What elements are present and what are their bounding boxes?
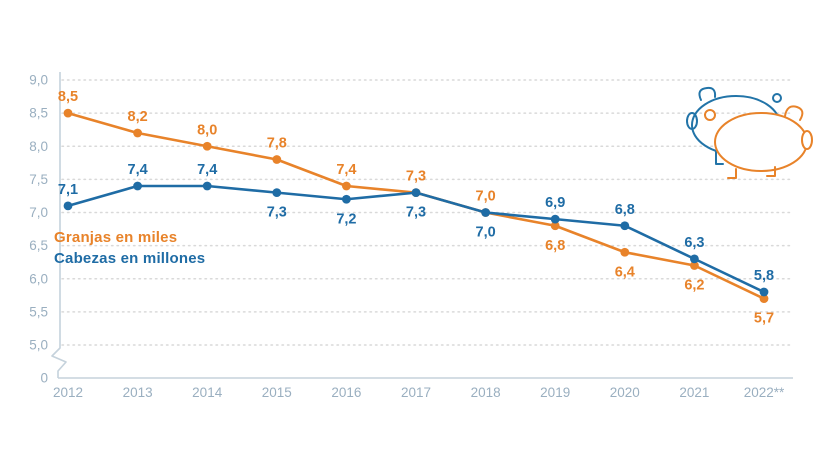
y-tick-label: 7,5: [29, 172, 48, 187]
data-point: [133, 128, 143, 138]
data-point: [690, 261, 699, 270]
data-point-label: 7,3: [267, 205, 287, 221]
x-tick-label: 2022**: [744, 385, 785, 400]
data-point: [481, 208, 490, 217]
data-point-label: 6,3: [684, 235, 704, 251]
data-point-label: 7,4: [336, 162, 356, 178]
y-tick-label: 8,0: [29, 139, 48, 154]
data-point-label: 8,5: [58, 89, 78, 105]
y-tick-label: 6,5: [29, 238, 48, 253]
data-point-label: 7,3: [406, 205, 426, 221]
y-tick-label: 9,0: [29, 73, 48, 88]
data-point: [759, 287, 769, 297]
data-point-label: 7,4: [197, 162, 217, 178]
x-tick-label: 2013: [123, 385, 153, 400]
data-point: [550, 221, 560, 231]
data-point-label: 6,2: [684, 278, 704, 294]
y-tick-label: 5,5: [29, 304, 48, 319]
data-point-label: 6,9: [545, 195, 565, 211]
y-tick-label: 5,0: [29, 338, 48, 353]
data-point-label: 7,0: [476, 225, 496, 241]
data-point: [202, 181, 212, 191]
data-point-label: 7,4: [128, 162, 148, 178]
data-point: [272, 188, 282, 198]
data-point: [133, 181, 143, 191]
y-axis-line-with-break: [51, 72, 67, 378]
y-tick-label: 7,0: [29, 205, 48, 220]
data-point-label: 6,8: [545, 238, 565, 254]
x-tick-label: 2019: [540, 385, 570, 400]
legend-granjas-en-miles: Granjas en miles: [54, 229, 178, 246]
data-point-label: 7,8: [267, 136, 287, 152]
data-point-label: 7,3: [406, 169, 426, 185]
y-tick-label-zero: 0: [40, 371, 48, 386]
x-tick-label: 2021: [679, 385, 709, 400]
data-point: [411, 188, 421, 198]
data-point-label: 5,8: [754, 268, 774, 284]
x-tick-label: 2017: [401, 385, 431, 400]
data-point-label: 6,8: [615, 202, 635, 218]
x-tick-label: 2018: [471, 385, 501, 400]
data-point: [272, 155, 282, 164]
data-point: [620, 221, 630, 231]
chart-legend: Granjas en miles Cabezas en millones: [54, 229, 205, 267]
data-point-label: 6,4: [615, 264, 635, 280]
x-tick-label: 2014: [192, 385, 223, 400]
data-point: [342, 194, 351, 204]
data-point: [550, 214, 560, 224]
data-point-label: 8,0: [197, 122, 217, 138]
data-point-label: 7,1: [58, 182, 78, 198]
data-point: [759, 294, 769, 304]
data-point-label: 7,0: [476, 189, 496, 205]
y-tick-label: 8,5: [29, 106, 48, 121]
data-point: [342, 181, 351, 191]
data-point: [690, 254, 699, 264]
data-point: [63, 201, 73, 211]
x-tick-label: 2016: [331, 385, 361, 400]
data-point-label: 5,7: [754, 311, 774, 327]
pigs-illustration: [686, 86, 813, 179]
legend-cabezas-en-millones: Cabezas en millones: [54, 250, 206, 267]
data-point-label: 7,2: [336, 211, 356, 227]
y-tick-label: 6,0: [29, 271, 48, 286]
x-tick-label: 2020: [610, 385, 640, 400]
data-point: [620, 247, 630, 257]
pig-icon-orange: [704, 105, 813, 179]
data-point: [63, 108, 73, 118]
data-point: [202, 141, 212, 151]
x-tick-label: 2015: [262, 385, 292, 400]
x-tick-label: 2012: [53, 385, 83, 400]
data-point-label: 8,2: [128, 109, 148, 125]
